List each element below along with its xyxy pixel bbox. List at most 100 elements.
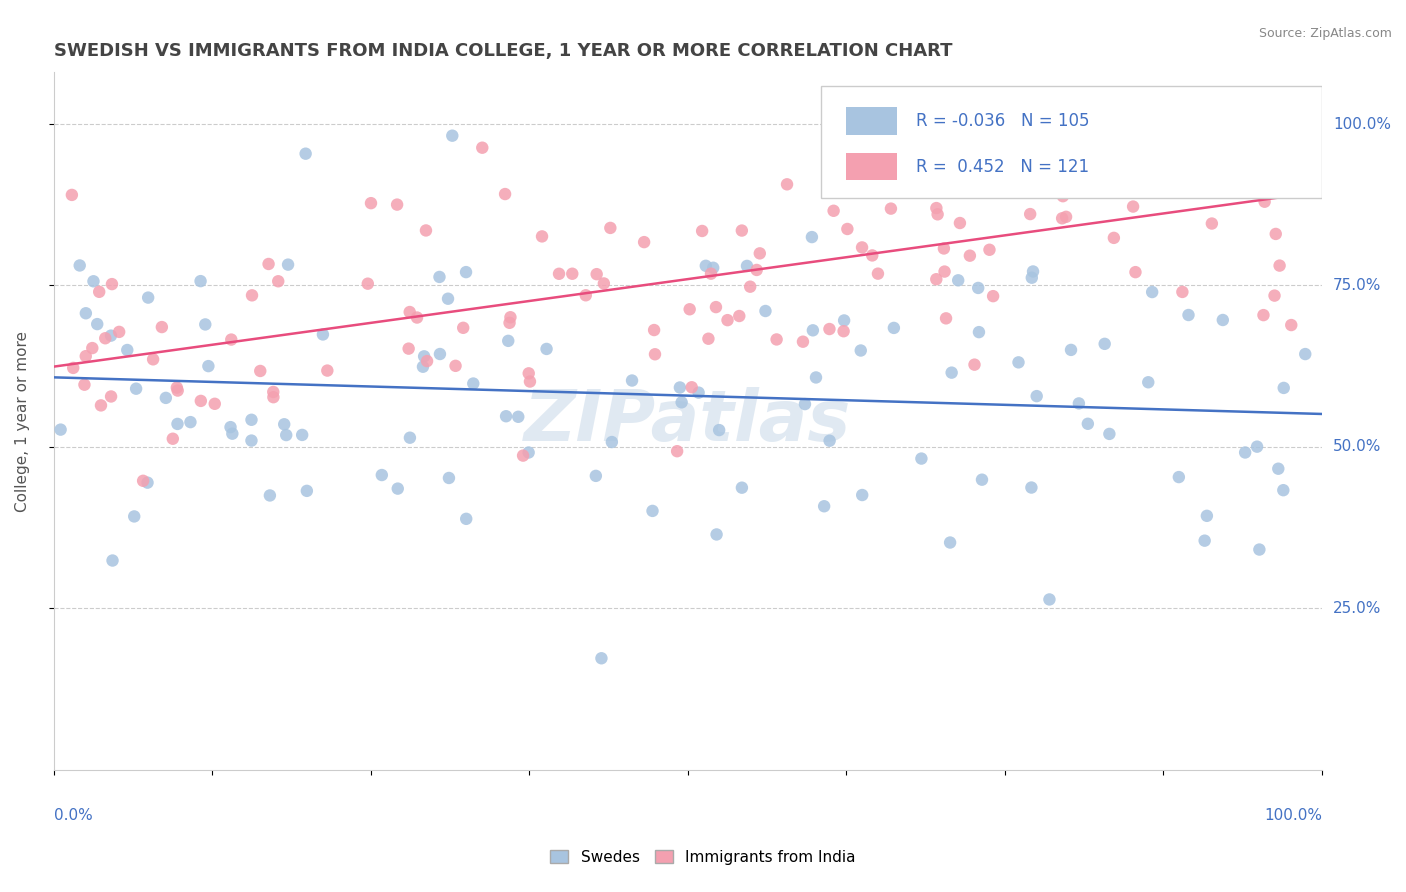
- Point: [666, 444, 689, 458]
- Point: [1067, 396, 1090, 410]
- Point: [735, 259, 758, 273]
- Point: [219, 420, 242, 434]
- Point: [1019, 207, 1042, 221]
- Point: [536, 342, 558, 356]
- Point: [1202, 117, 1225, 131]
- Point: [765, 333, 787, 347]
- Point: [262, 384, 284, 399]
- Point: [740, 279, 762, 293]
- Point: [1267, 461, 1289, 475]
- Point: [1025, 389, 1047, 403]
- Point: [700, 267, 723, 281]
- Point: [387, 482, 409, 496]
- Point: [295, 483, 318, 498]
- Point: [294, 146, 316, 161]
- FancyBboxPatch shape: [846, 153, 897, 180]
- Point: [981, 289, 1004, 303]
- Point: [832, 313, 855, 327]
- Point: [454, 265, 477, 279]
- Point: [1070, 170, 1092, 185]
- Point: [194, 318, 217, 332]
- Point: [1022, 264, 1045, 278]
- Point: [69, 259, 91, 273]
- Y-axis label: College, 1 year or more: College, 1 year or more: [15, 331, 30, 511]
- Point: [1167, 470, 1189, 484]
- Point: [970, 473, 993, 487]
- Point: [600, 435, 623, 450]
- Point: [100, 389, 122, 403]
- Point: [399, 431, 422, 445]
- Point: [967, 325, 990, 339]
- Point: [512, 449, 534, 463]
- Point: [82, 274, 104, 288]
- Point: [166, 417, 188, 431]
- Text: 75.0%: 75.0%: [1333, 278, 1381, 293]
- Point: [517, 445, 540, 459]
- Point: [142, 352, 165, 367]
- Point: [1054, 210, 1077, 224]
- Point: [669, 380, 692, 394]
- Point: [517, 367, 540, 381]
- Point: [948, 273, 970, 287]
- Point: [416, 354, 439, 368]
- Point: [800, 230, 823, 244]
- Point: [531, 229, 554, 244]
- Point: [1129, 117, 1152, 131]
- Point: [262, 390, 284, 404]
- Point: [801, 323, 824, 337]
- Point: [75, 306, 97, 320]
- Point: [60, 188, 83, 202]
- Point: [385, 197, 408, 211]
- Point: [1272, 483, 1295, 498]
- Point: [925, 201, 948, 215]
- Point: [1246, 440, 1268, 454]
- Point: [100, 328, 122, 343]
- Point: [804, 370, 827, 384]
- Point: [444, 359, 467, 373]
- Point: [101, 277, 124, 292]
- Point: [1249, 542, 1271, 557]
- Point: [508, 409, 530, 424]
- Point: [1007, 355, 1029, 369]
- Point: [728, 309, 751, 323]
- Point: [681, 380, 703, 394]
- Point: [221, 426, 243, 441]
- Point: [704, 300, 727, 314]
- Point: [150, 320, 173, 334]
- Point: [1230, 152, 1253, 166]
- Point: [963, 358, 986, 372]
- Point: [1156, 124, 1178, 138]
- Point: [75, 349, 97, 363]
- Point: [429, 347, 451, 361]
- Point: [1234, 445, 1257, 459]
- Point: [136, 475, 159, 490]
- Point: [101, 553, 124, 567]
- Text: 100.0%: 100.0%: [1333, 117, 1391, 131]
- Point: [1279, 318, 1302, 332]
- Point: [441, 128, 464, 143]
- Point: [934, 264, 956, 278]
- Point: [858, 153, 880, 167]
- Point: [412, 359, 434, 374]
- Point: [1171, 285, 1194, 299]
- Point: [1264, 227, 1286, 241]
- Point: [197, 359, 219, 373]
- Point: [94, 331, 117, 345]
- Point: [818, 434, 841, 448]
- Point: [155, 391, 177, 405]
- Point: [496, 334, 519, 348]
- Point: [1298, 160, 1320, 174]
- Point: [716, 313, 738, 327]
- Point: [1137, 376, 1160, 390]
- Point: [190, 274, 212, 288]
- Point: [707, 423, 730, 437]
- Point: [166, 384, 188, 398]
- Point: [794, 397, 817, 411]
- Point: [1220, 170, 1243, 185]
- Point: [671, 395, 693, 409]
- Point: [592, 277, 614, 291]
- Point: [276, 428, 298, 442]
- Point: [429, 269, 451, 284]
- Point: [499, 310, 522, 325]
- Point: [561, 267, 583, 281]
